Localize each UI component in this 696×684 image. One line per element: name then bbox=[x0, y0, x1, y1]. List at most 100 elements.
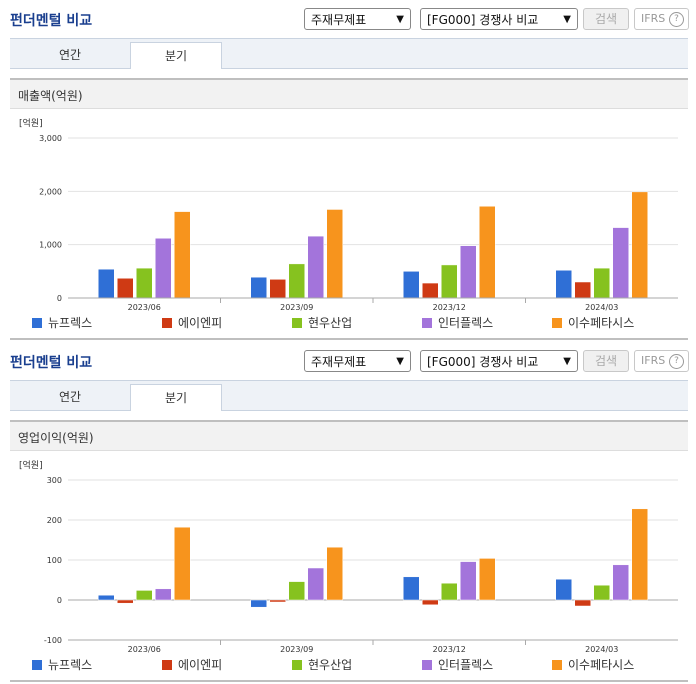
bar-2-1[interactable] bbox=[288, 581, 305, 601]
tab-quarterly[interactable]: 분기 bbox=[130, 384, 222, 411]
bar-4-0[interactable] bbox=[174, 526, 191, 601]
statement-type-value: 주재무제표 bbox=[311, 13, 367, 27]
bar-2-0[interactable] bbox=[136, 267, 153, 299]
tab-quarterly[interactable]: 분기 bbox=[130, 42, 222, 69]
y-unit-label: [억원] bbox=[19, 459, 43, 471]
bar-1-1[interactable] bbox=[269, 599, 286, 603]
legend-swatch bbox=[32, 318, 42, 328]
bar-3-3[interactable] bbox=[612, 227, 629, 299]
x-tick-label: 2023/09 bbox=[280, 303, 313, 312]
bar-0-1[interactable] bbox=[250, 599, 267, 608]
bar-1-3[interactable] bbox=[574, 599, 591, 607]
bar-1-2[interactable] bbox=[422, 282, 439, 299]
legend-swatch bbox=[162, 660, 172, 670]
revenue-panel: 펀더멘털 비교 주재무제표 ▼ [FG000] 경쟁사 비교 ▼ 검색 IFRS… bbox=[10, 8, 689, 340]
bar-4-2[interactable] bbox=[479, 558, 496, 601]
bar-3-1[interactable] bbox=[307, 235, 324, 299]
search-button[interactable]: 검색 bbox=[583, 8, 629, 30]
legend-swatch bbox=[422, 660, 432, 670]
bar-4-1[interactable] bbox=[326, 546, 343, 601]
peer-group-value: [FG000] 경쟁사 비교 bbox=[427, 355, 539, 369]
statement-type-value: 주재무제표 bbox=[311, 355, 367, 369]
bar-2-2[interactable] bbox=[441, 264, 458, 299]
revenue-bar-chart: [억원] 3,000 2,000 1,000 0 2023/06 2023/09 2023/1… bbox=[19, 117, 678, 312]
legend-label: 에이엔피 bbox=[178, 658, 223, 672]
ifrs-label: IFRS bbox=[641, 12, 666, 25]
y-tick-label: 0 bbox=[57, 596, 62, 605]
tab-annual[interactable]: 연간 bbox=[58, 390, 82, 404]
ifrs-button[interactable]: IFRS ? bbox=[634, 350, 689, 372]
legend-item[interactable]: 인터플렉스 bbox=[422, 656, 493, 673]
chevron-down-icon: ▼ bbox=[563, 14, 571, 25]
peer-group-select[interactable]: [FG000] 경쟁사 비교 ▼ bbox=[420, 8, 578, 30]
legend-item[interactable]: 이수페타시스 bbox=[552, 314, 634, 331]
bar-2-3[interactable] bbox=[593, 584, 610, 601]
bar-1-2[interactable] bbox=[422, 599, 439, 606]
period-tabs: 연간 분기 bbox=[10, 38, 688, 69]
y-tick-label: 100 bbox=[47, 556, 62, 565]
legend-item[interactable]: 현우산업 bbox=[292, 314, 352, 331]
legend-item[interactable]: 뉴프렉스 bbox=[32, 656, 92, 673]
bar-4-3[interactable] bbox=[631, 508, 648, 601]
bar-0-2[interactable] bbox=[403, 576, 420, 601]
help-icon[interactable]: ? bbox=[669, 354, 684, 369]
legend-item[interactable]: 이수페타시스 bbox=[552, 656, 634, 673]
bar-4-2[interactable] bbox=[479, 206, 496, 299]
legend-item[interactable]: 뉴프렉스 bbox=[32, 314, 92, 331]
bar-3-3[interactable] bbox=[612, 564, 629, 601]
help-icon[interactable]: ? bbox=[669, 12, 684, 27]
bar-1-0[interactable] bbox=[117, 278, 134, 299]
ifrs-label: IFRS bbox=[641, 354, 666, 367]
revenue-chart: 매출액(억원) [억원] 3,000 2,000 1,000 0 2023/06 2023/… bbox=[10, 78, 688, 340]
bar-4-1[interactable] bbox=[326, 209, 343, 299]
operating-profit-panel: 펀더멘털 비교 주재무제표 ▼ [FG000] 경쟁사 비교 ▼ 검색 IFRS… bbox=[0, 342, 696, 684]
legend-swatch bbox=[162, 318, 172, 328]
chevron-down-icon: ▼ bbox=[396, 14, 404, 25]
chart-legend: 뉴프렉스 에이엔피 현우산업 인터플렉스 이수페타시스 bbox=[10, 654, 688, 674]
legend-item[interactable]: 에이엔피 bbox=[162, 314, 222, 331]
bar-1-1[interactable] bbox=[269, 279, 286, 299]
statement-type-select[interactable]: 주재무제표 ▼ bbox=[304, 8, 411, 30]
bar-2-2[interactable] bbox=[441, 582, 458, 601]
statement-type-select[interactable]: 주재무제표 ▼ bbox=[304, 350, 411, 372]
legend-item[interactable]: 에이엔피 bbox=[162, 656, 222, 673]
legend-swatch bbox=[552, 660, 562, 670]
bar-1-0[interactable] bbox=[117, 599, 134, 604]
bar-3-1[interactable] bbox=[307, 567, 324, 601]
bar-0-1[interactable] bbox=[250, 276, 267, 299]
y-tick-label: 200 bbox=[47, 516, 62, 525]
period-tabs: 연간 분기 bbox=[10, 380, 688, 411]
legend-item[interactable]: 인터플렉스 bbox=[422, 314, 493, 331]
y-tick-label: -100 bbox=[44, 636, 62, 645]
bar-3-2[interactable] bbox=[460, 245, 477, 299]
bar-1-3[interactable] bbox=[574, 281, 591, 299]
bar-0-3[interactable] bbox=[555, 578, 572, 601]
x-tick-label: 2024/03 bbox=[585, 303, 618, 312]
bar-0-3[interactable] bbox=[555, 270, 572, 299]
bar-0-0[interactable] bbox=[98, 594, 115, 601]
chart-legend: 뉴프렉스 에이엔피 현우산업 인터플렉스 이수페타시스 bbox=[10, 312, 688, 332]
legend-label: 인터플렉스 bbox=[438, 658, 494, 672]
x-tick-label: 2023/12 bbox=[433, 303, 466, 312]
bar-4-3[interactable] bbox=[631, 191, 648, 299]
bar-0-0[interactable] bbox=[98, 268, 115, 299]
bar-3-0[interactable] bbox=[155, 588, 172, 601]
panel-title: 펀더멘털 비교 bbox=[10, 13, 93, 29]
bar-2-1[interactable] bbox=[288, 263, 305, 299]
search-button[interactable]: 검색 bbox=[583, 350, 629, 372]
chart-header: 매출액(억원) bbox=[10, 80, 688, 109]
legend-item[interactable]: 현우산업 bbox=[292, 656, 352, 673]
bar-3-2[interactable] bbox=[460, 561, 477, 601]
x-tick-label: 2023/09 bbox=[280, 645, 313, 654]
bar-0-2[interactable] bbox=[403, 271, 420, 299]
ifrs-button[interactable]: IFRS ? bbox=[634, 8, 689, 30]
peer-group-select[interactable]: [FG000] 경쟁사 비교 ▼ bbox=[420, 350, 578, 372]
y-tick-label: 3,000 bbox=[39, 134, 62, 143]
bar-4-0[interactable] bbox=[174, 211, 191, 299]
peer-group-value: [FG000] 경쟁사 비교 bbox=[427, 13, 539, 27]
legend-swatch bbox=[422, 318, 432, 328]
bar-3-0[interactable] bbox=[155, 238, 172, 299]
tab-annual[interactable]: 연간 bbox=[58, 48, 82, 62]
bar-2-0[interactable] bbox=[136, 590, 153, 601]
bar-2-3[interactable] bbox=[593, 267, 610, 299]
